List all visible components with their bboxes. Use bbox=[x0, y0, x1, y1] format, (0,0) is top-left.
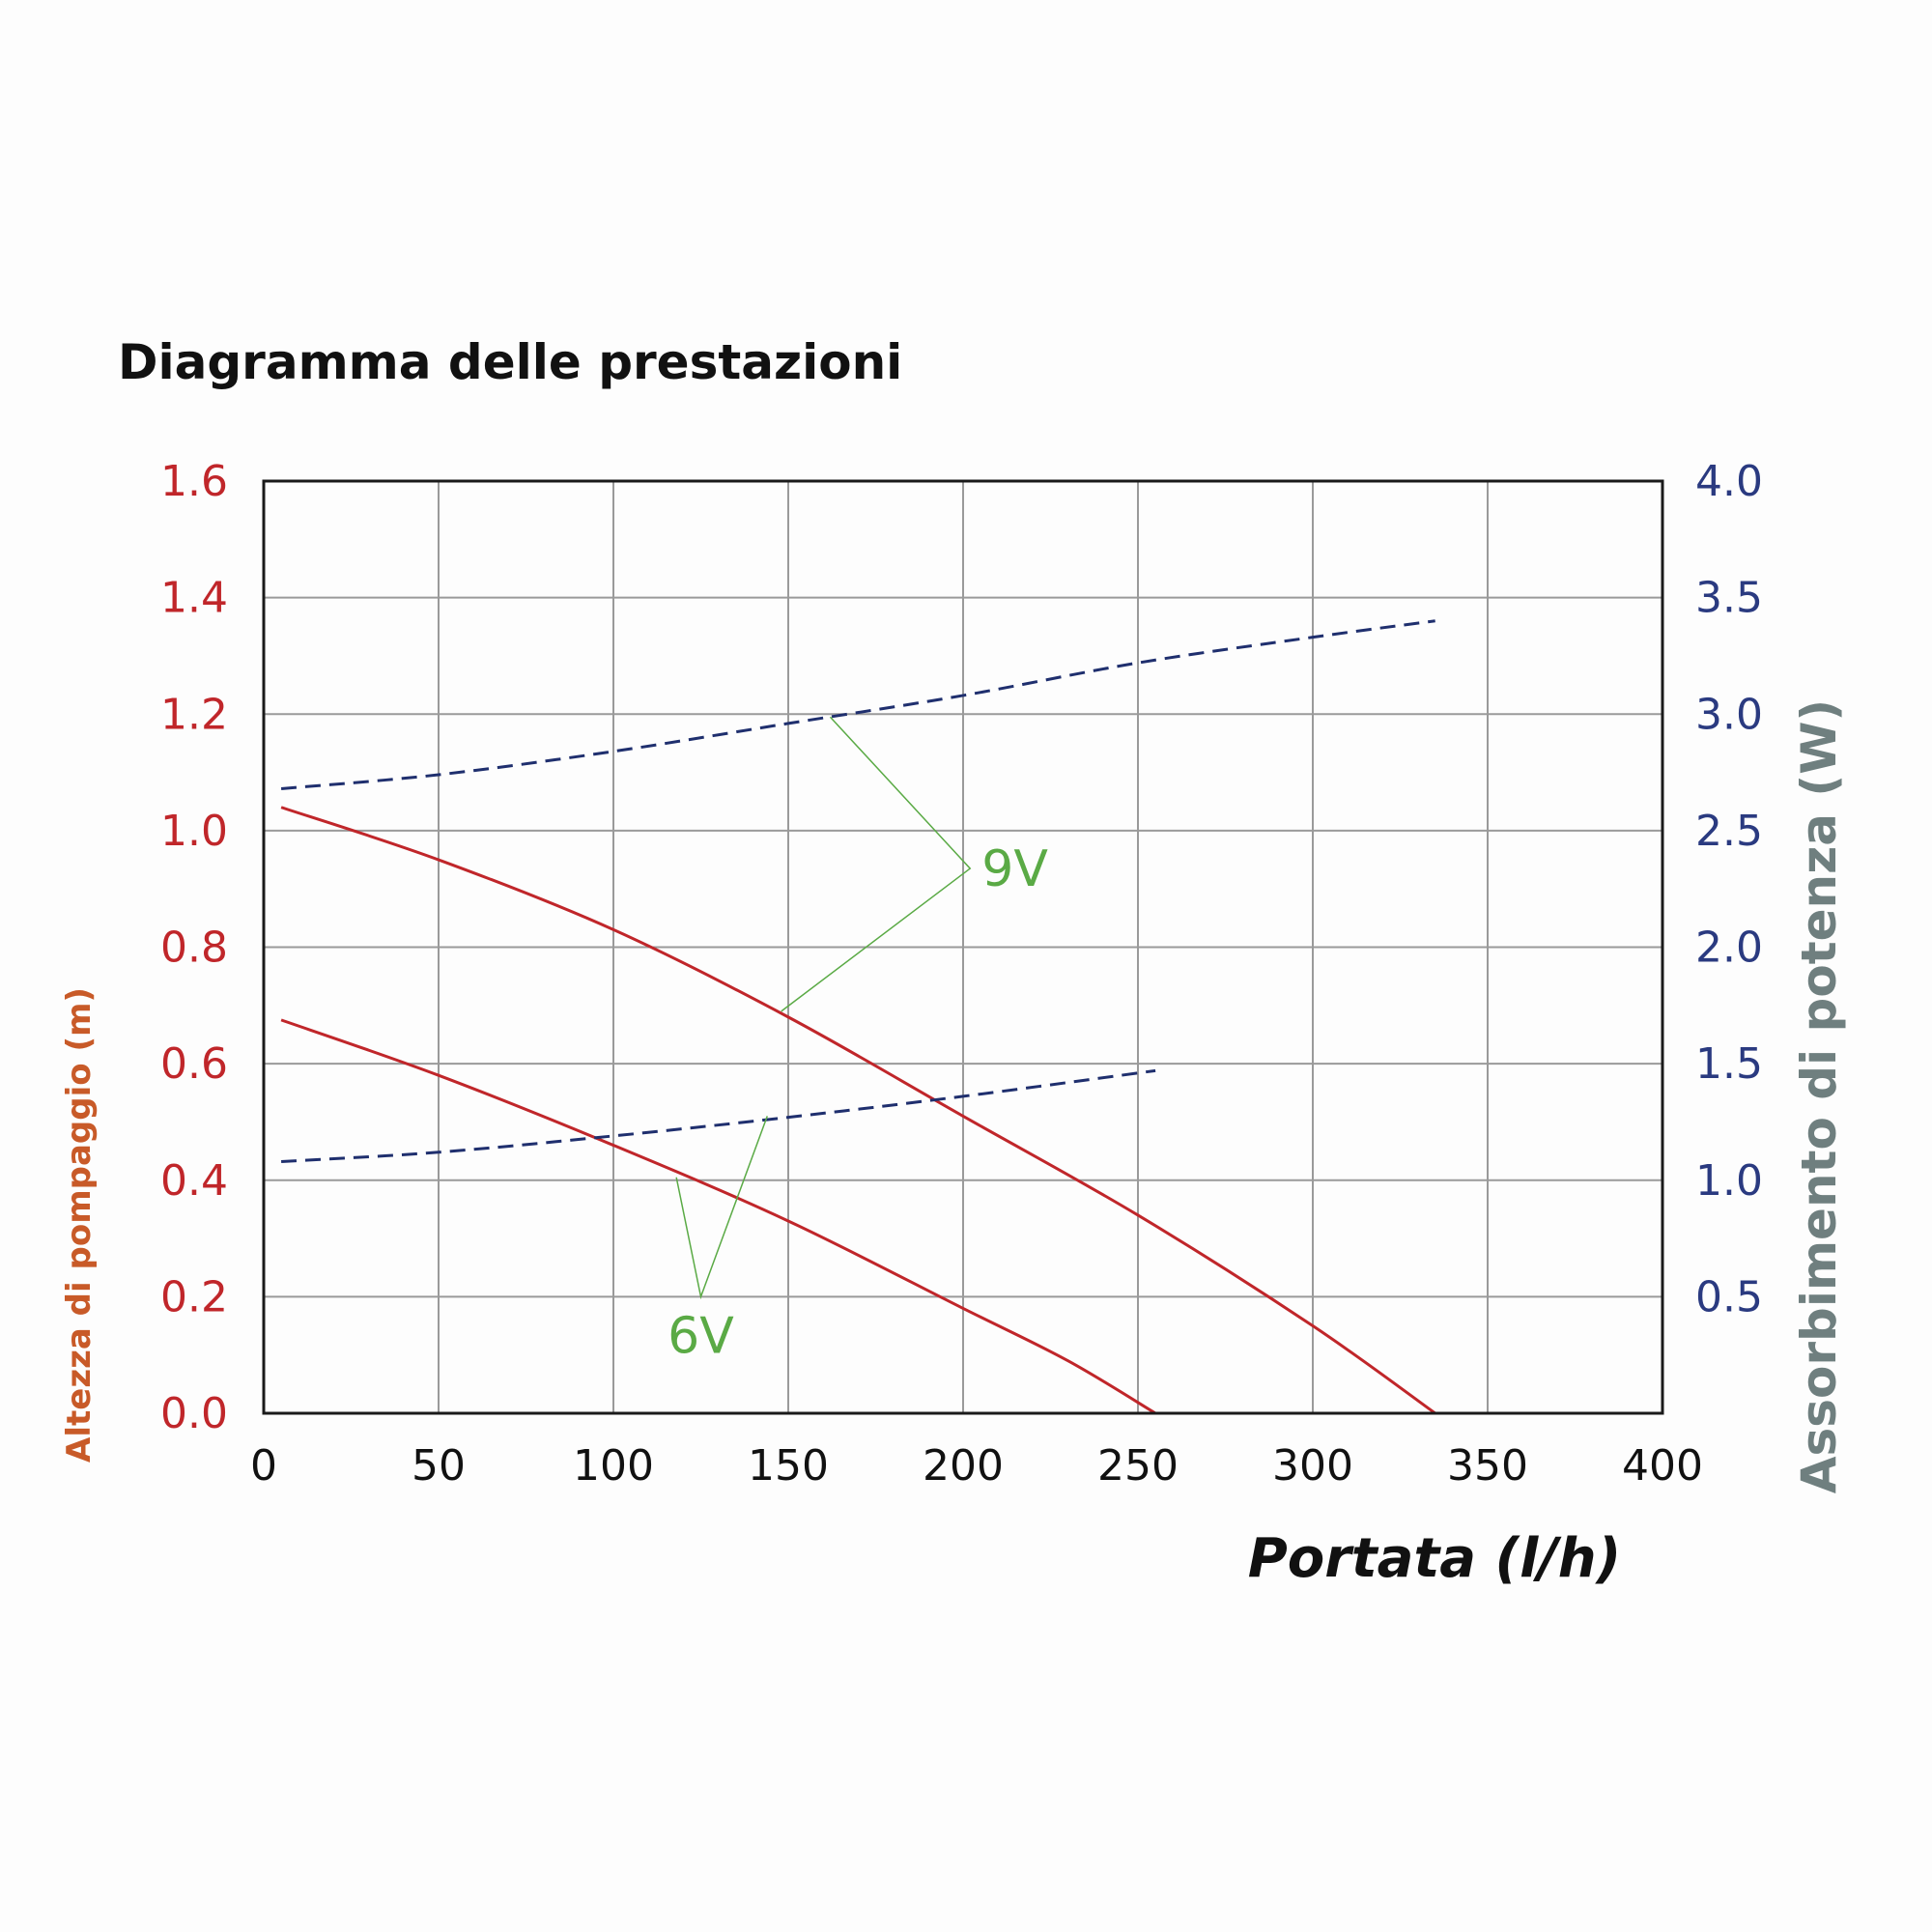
annotation-pointer bbox=[781, 716, 972, 1012]
y-axis-label-right: Assorbimento di potenza (W) bbox=[1791, 699, 1847, 1493]
tick-labels: 0 50 100 150 200 250 300 350 400 0.0 0.2 0.4 0.6 0.8 1… bbox=[160, 457, 1763, 1491]
power-curve-2 bbox=[280, 619, 1435, 790]
y-left-tick-label: 1.4 bbox=[160, 574, 228, 623]
y-left-tick-label: 1.2 bbox=[160, 690, 228, 739]
y-left-tick-label: 0.2 bbox=[160, 1272, 228, 1321]
x-tick-label: 0 bbox=[250, 1441, 277, 1491]
annotations: 9V 6V bbox=[668, 716, 1048, 1365]
y-right-tick-label: 0.5 bbox=[1695, 1272, 1763, 1321]
head-curve-1 bbox=[280, 1018, 1156, 1415]
y-right-tick-label: 3.0 bbox=[1695, 690, 1763, 739]
y-axis-label-left: Altezza di pompaggio (m) bbox=[60, 987, 99, 1463]
y-left-tick-label: 1.0 bbox=[160, 807, 228, 856]
y-right-tick-label: 2.0 bbox=[1695, 923, 1763, 973]
y-left-tick-label: 0.8 bbox=[160, 923, 228, 973]
y-left-tick-label: 1.6 bbox=[160, 457, 228, 506]
x-tick-label: 250 bbox=[1097, 1441, 1179, 1491]
x-tick-label: 400 bbox=[1622, 1441, 1703, 1491]
annotation-label: 6V bbox=[668, 1307, 734, 1365]
y-left-tick-label: 0.0 bbox=[160, 1389, 228, 1438]
x-tick-label: 200 bbox=[923, 1441, 1004, 1491]
y-right-tick-label: 1.0 bbox=[1695, 1156, 1763, 1206]
y-left-tick-label: 0.6 bbox=[160, 1039, 228, 1089]
x-tick-label: 300 bbox=[1272, 1441, 1353, 1491]
x-tick-label: 50 bbox=[412, 1441, 466, 1491]
x-tick-label: 350 bbox=[1447, 1441, 1528, 1491]
power-curve-3 bbox=[281, 1068, 1156, 1163]
y-right-tick-label: 3.5 bbox=[1695, 574, 1763, 623]
x-tick-label: 150 bbox=[748, 1441, 829, 1491]
y-right-tick-label: 4.0 bbox=[1695, 457, 1763, 506]
annotation-label: 9V bbox=[981, 840, 1048, 898]
series-group bbox=[280, 619, 1436, 1415]
x-tick-label: 100 bbox=[573, 1441, 654, 1491]
plot-frame bbox=[262, 479, 1664, 1415]
grid bbox=[264, 481, 1662, 1413]
annotation-pointer bbox=[675, 1116, 768, 1300]
x-axis-label: Portata (l/h) bbox=[1248, 1527, 1621, 1590]
y-right-tick-label: 1.5 bbox=[1695, 1039, 1763, 1089]
y-right-tick-label: 2.5 bbox=[1695, 807, 1763, 856]
head-curve-0 bbox=[280, 806, 1436, 1415]
chart-title: Diagramma delle prestazioni bbox=[118, 334, 902, 390]
y-left-tick-label: 0.4 bbox=[160, 1156, 228, 1206]
